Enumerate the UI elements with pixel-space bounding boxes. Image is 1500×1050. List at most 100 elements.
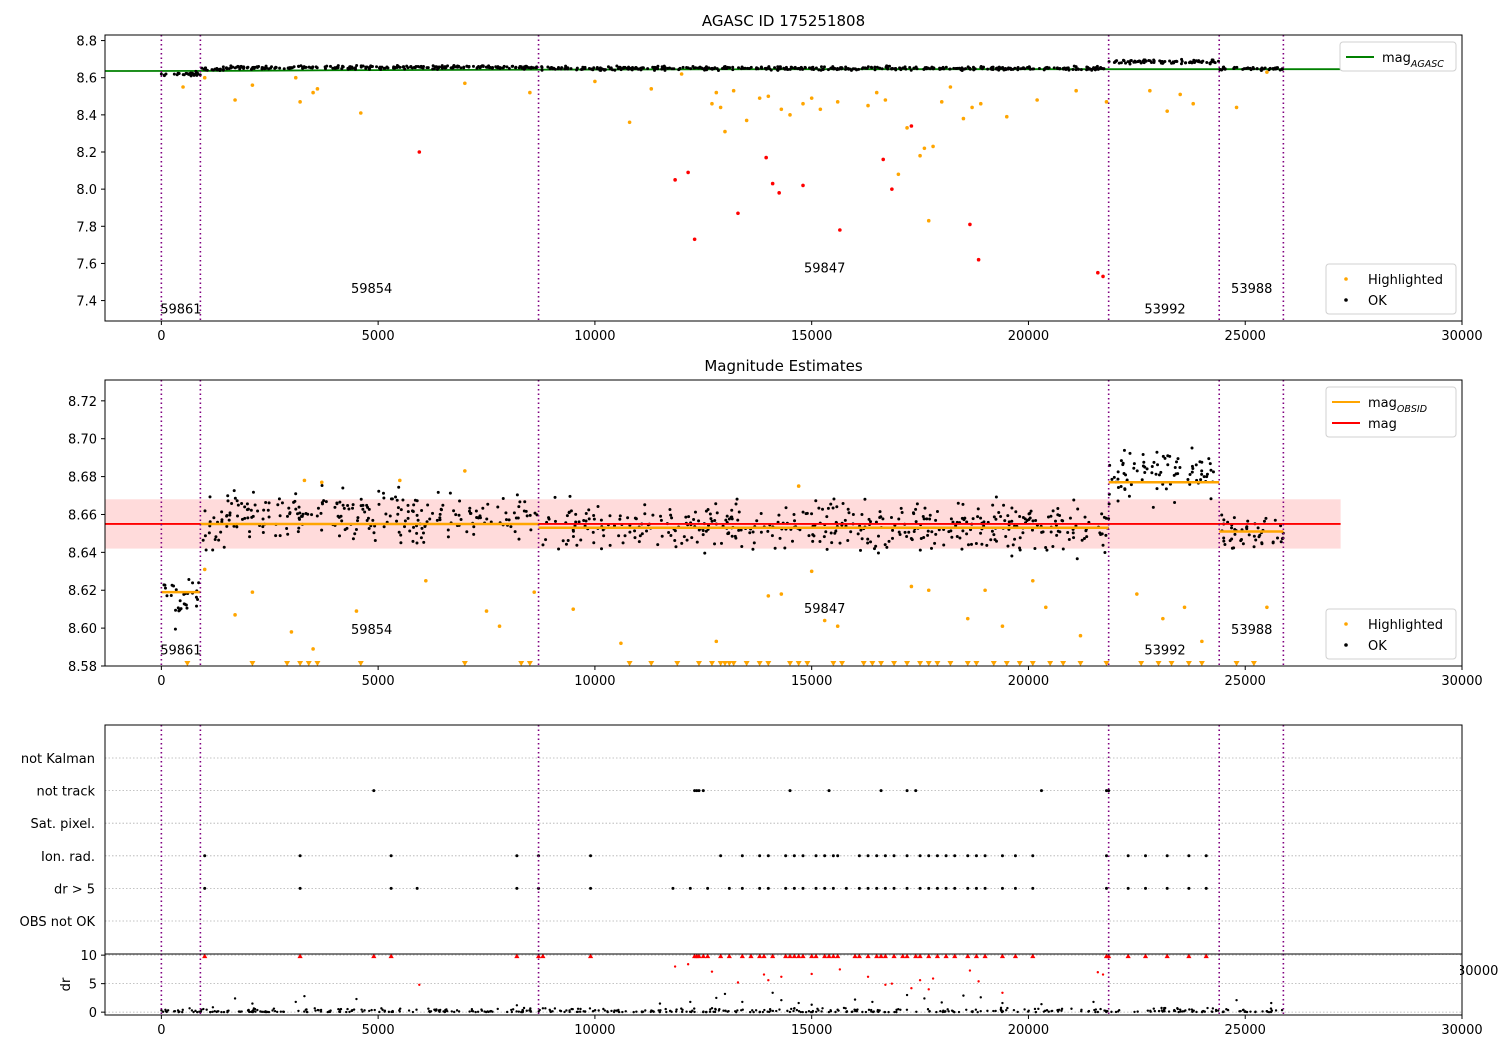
flag-category-label: OBS not OK (20, 915, 96, 930)
ok-point (507, 518, 511, 522)
dr-flagged-point (736, 981, 740, 984)
ok-point (579, 538, 583, 542)
dr-over-limit-marker (856, 953, 862, 959)
ok-point (716, 69, 720, 73)
ok-point (1143, 465, 1147, 469)
obsid-label: 59861 (160, 303, 201, 318)
y-tick-label: 8.70 (68, 433, 97, 448)
dr-flagged-point (1001, 991, 1004, 994)
ok-point (691, 64, 695, 68)
ok-point (1049, 514, 1053, 518)
obsid-label: 59861 (160, 644, 201, 659)
highlighted-point (1000, 624, 1005, 629)
ok-point (1193, 60, 1197, 64)
ok-point (729, 515, 733, 519)
dr-point (685, 1010, 688, 1013)
ok-point (608, 514, 612, 518)
ok-point (829, 531, 833, 535)
ok-point (364, 65, 368, 69)
legend: magAGASC (1339, 41, 1457, 72)
dr-over-limit-marker (202, 953, 208, 959)
ok-point (1028, 66, 1032, 70)
ok-point (485, 517, 489, 521)
ok-point (697, 519, 701, 523)
x-tick-label: 20000 (1008, 674, 1049, 689)
x-tick-label: 25000 (1225, 674, 1266, 689)
ok-point (359, 64, 363, 68)
ok-point (553, 495, 557, 499)
below-range-marker (990, 661, 997, 667)
ok-point (880, 67, 884, 71)
ok-point (1066, 531, 1070, 535)
legend-label: magAGASC (1382, 51, 1444, 70)
flag-point (203, 854, 207, 858)
ok-point (396, 506, 400, 510)
ok-point (1209, 497, 1213, 501)
below-range-marker (526, 661, 533, 667)
dr-point (724, 1009, 727, 1012)
ok-point (811, 539, 815, 543)
highlighted-point (883, 98, 888, 102)
dr-over-limit-marker (700, 953, 706, 959)
dr-point (251, 1002, 254, 1005)
ok-point (468, 506, 472, 510)
ok-point (1107, 502, 1111, 506)
ok-point (397, 485, 401, 489)
ok-point (759, 530, 763, 534)
ok-point (660, 534, 664, 538)
ok-point (501, 497, 505, 501)
ok-point (1159, 470, 1163, 474)
obsid-label: 53992 (1144, 644, 1185, 659)
ok-point (592, 514, 596, 518)
ok-point (1006, 544, 1010, 548)
ok-point (567, 511, 571, 515)
ok-point (384, 512, 388, 516)
below-range-marker (461, 661, 468, 667)
ok-point (719, 541, 723, 545)
dr-point (588, 1007, 592, 1010)
highlighted-point (931, 144, 935, 149)
ok-point (876, 551, 880, 555)
dr-over-limit-marker (874, 953, 880, 959)
ok-point (846, 507, 850, 511)
ok-point (1116, 477, 1120, 481)
dr-point (658, 1010, 662, 1014)
dr-point (754, 1009, 758, 1012)
ok-point (517, 537, 521, 541)
ok-point (1030, 528, 1034, 532)
below-range-marker (804, 661, 811, 667)
flag-point (866, 854, 870, 858)
highlighted-point (788, 113, 792, 117)
flag-point (515, 886, 519, 890)
dr-point (1056, 1008, 1059, 1012)
flagged-point (686, 170, 690, 175)
ok-point (210, 68, 214, 72)
highlighted-point (1191, 101, 1196, 106)
ok-point (826, 68, 830, 72)
ok-point (1117, 61, 1121, 65)
ok-point (715, 511, 719, 515)
ok-point (297, 505, 301, 509)
ok-point (999, 514, 1003, 518)
ok-point (561, 539, 565, 543)
dr-point (693, 1007, 696, 1010)
ok-point (246, 507, 250, 511)
dr-point (1167, 1010, 1171, 1013)
ok-point (1132, 466, 1136, 470)
dr-flagged-point (710, 970, 714, 973)
y-tick-label: 10 (80, 949, 97, 964)
legend-dot-swatch (1344, 298, 1348, 302)
ok-point (730, 508, 734, 512)
dr-point (793, 1006, 796, 1010)
ok-point (1252, 545, 1256, 549)
dr-over-limit-marker (748, 953, 754, 959)
ok-point (504, 518, 508, 522)
ok-point (211, 548, 215, 552)
ok-point (914, 520, 918, 524)
ok-point (1119, 459, 1123, 463)
dr-over-limit-marker (739, 953, 745, 959)
dr-point (726, 1010, 729, 1013)
ok-point (274, 65, 278, 69)
ok-point (315, 66, 319, 70)
ok-point (725, 514, 729, 518)
